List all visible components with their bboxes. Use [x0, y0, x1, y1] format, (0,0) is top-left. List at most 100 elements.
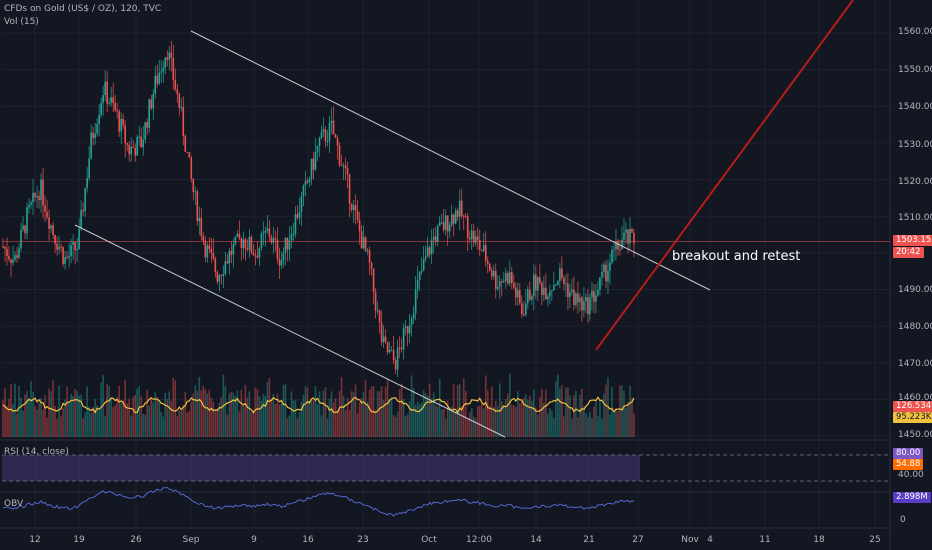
candle-body: [569, 291, 571, 297]
volume-bar: [428, 383, 431, 437]
last-price-badge: 1503.15: [893, 235, 932, 246]
candle-body: [90, 132, 92, 159]
candle-body: [76, 248, 78, 251]
volume-bar: [529, 395, 531, 437]
price-tick: 1470.00: [898, 359, 932, 369]
volume-bar: [8, 398, 10, 437]
volume-bar: [490, 386, 493, 437]
candle-body: [190, 157, 193, 179]
time-tick: 25: [869, 535, 881, 545]
breakout-annotation[interactable]: breakout and retest: [672, 249, 801, 264]
volume-bar: [238, 411, 241, 437]
time-tick: 21: [583, 535, 595, 545]
candle-body: [176, 89, 179, 94]
price-candles: [2, 40, 635, 378]
volume-bar: [250, 412, 253, 437]
candle-body: [561, 268, 563, 279]
candle-body: [563, 278, 565, 284]
candle-body: [535, 274, 537, 291]
candle-body: [424, 256, 427, 260]
candle-body: [609, 262, 611, 271]
volume-bar: [226, 414, 229, 437]
candle-body: [202, 236, 205, 241]
candle-body: [258, 248, 261, 258]
volume-bar: [476, 406, 479, 437]
candle-body: [158, 72, 161, 84]
volume-bar: [114, 404, 116, 437]
candle-body: [166, 57, 169, 60]
volume-bar: [338, 390, 341, 437]
candle-body: [464, 215, 467, 217]
candle-body: [551, 290, 553, 292]
volume-bar: [142, 413, 145, 437]
volume-bar: [356, 413, 359, 437]
candle-body: [523, 314, 525, 316]
volume-bar: [535, 407, 537, 437]
candle-body: [82, 210, 84, 212]
candle-body: [300, 195, 303, 212]
candle-body: [595, 295, 597, 302]
candle-body: [186, 151, 189, 153]
rsi-legend[interactable]: RSI (14, close): [4, 447, 69, 457]
candle-body: [180, 106, 183, 108]
volume-bar: [92, 407, 94, 437]
candle-body: [412, 313, 415, 319]
candle-body: [26, 207, 28, 234]
candle-body: [555, 284, 557, 286]
rsi-tick: 40.00: [898, 470, 924, 480]
volume-bar: [6, 406, 8, 437]
volume-bar: [605, 384, 607, 437]
volume-bar: [278, 404, 281, 437]
candle-body: [232, 244, 235, 255]
candle-body: [246, 248, 249, 250]
candle-body: [78, 228, 80, 249]
volume-bar: [527, 399, 529, 437]
volume-bar: [204, 389, 207, 437]
candle-body: [110, 97, 112, 103]
volume-bar: [452, 384, 455, 437]
candle-body: [160, 71, 163, 73]
candle-body: [386, 341, 389, 353]
volume-bar: [478, 406, 481, 437]
volume-bar: [100, 382, 102, 437]
volume-bar: [64, 399, 66, 437]
candle-body: [44, 205, 46, 212]
candle-body: [422, 259, 425, 271]
volume-bar: [344, 409, 347, 437]
candle-body: [368, 250, 371, 264]
volume-bar: [500, 401, 503, 437]
volume-bar: [108, 385, 110, 437]
volume-bar: [288, 415, 291, 437]
volume-bar: [42, 409, 44, 437]
candle-body: [571, 289, 573, 292]
volume-bar: [236, 390, 239, 437]
candle-body: [633, 232, 635, 244]
candle-body: [581, 297, 583, 311]
candle-body: [559, 268, 561, 281]
candle-body: [262, 232, 265, 234]
candle-body: [466, 216, 469, 238]
candle-body: [326, 140, 329, 142]
volume-bar: [312, 400, 315, 437]
volume-bar: [498, 383, 501, 437]
volume-bar: [230, 391, 233, 437]
candle-body: [64, 257, 66, 264]
candle-body: [148, 99, 151, 128]
candle-body: [118, 111, 120, 132]
volume-legend[interactable]: Vol (15): [4, 17, 39, 27]
volume-bar: [184, 392, 187, 437]
symbol-title[interactable]: CFDs on Gold (US$ / OZ), 120, TVC: [4, 4, 162, 14]
candle-body: [302, 185, 305, 196]
candle-body: [130, 146, 133, 155]
obv-legend[interactable]: OBV: [4, 499, 24, 509]
candle-body: [340, 164, 343, 166]
candle-body: [436, 225, 439, 243]
candle-body: [549, 291, 551, 297]
volume-bar: [36, 409, 38, 437]
candle-body: [543, 287, 545, 295]
indicator-panes: [2, 454, 890, 517]
candle-body: [611, 250, 613, 263]
candle-body: [4, 246, 6, 249]
candle-body: [494, 270, 497, 289]
